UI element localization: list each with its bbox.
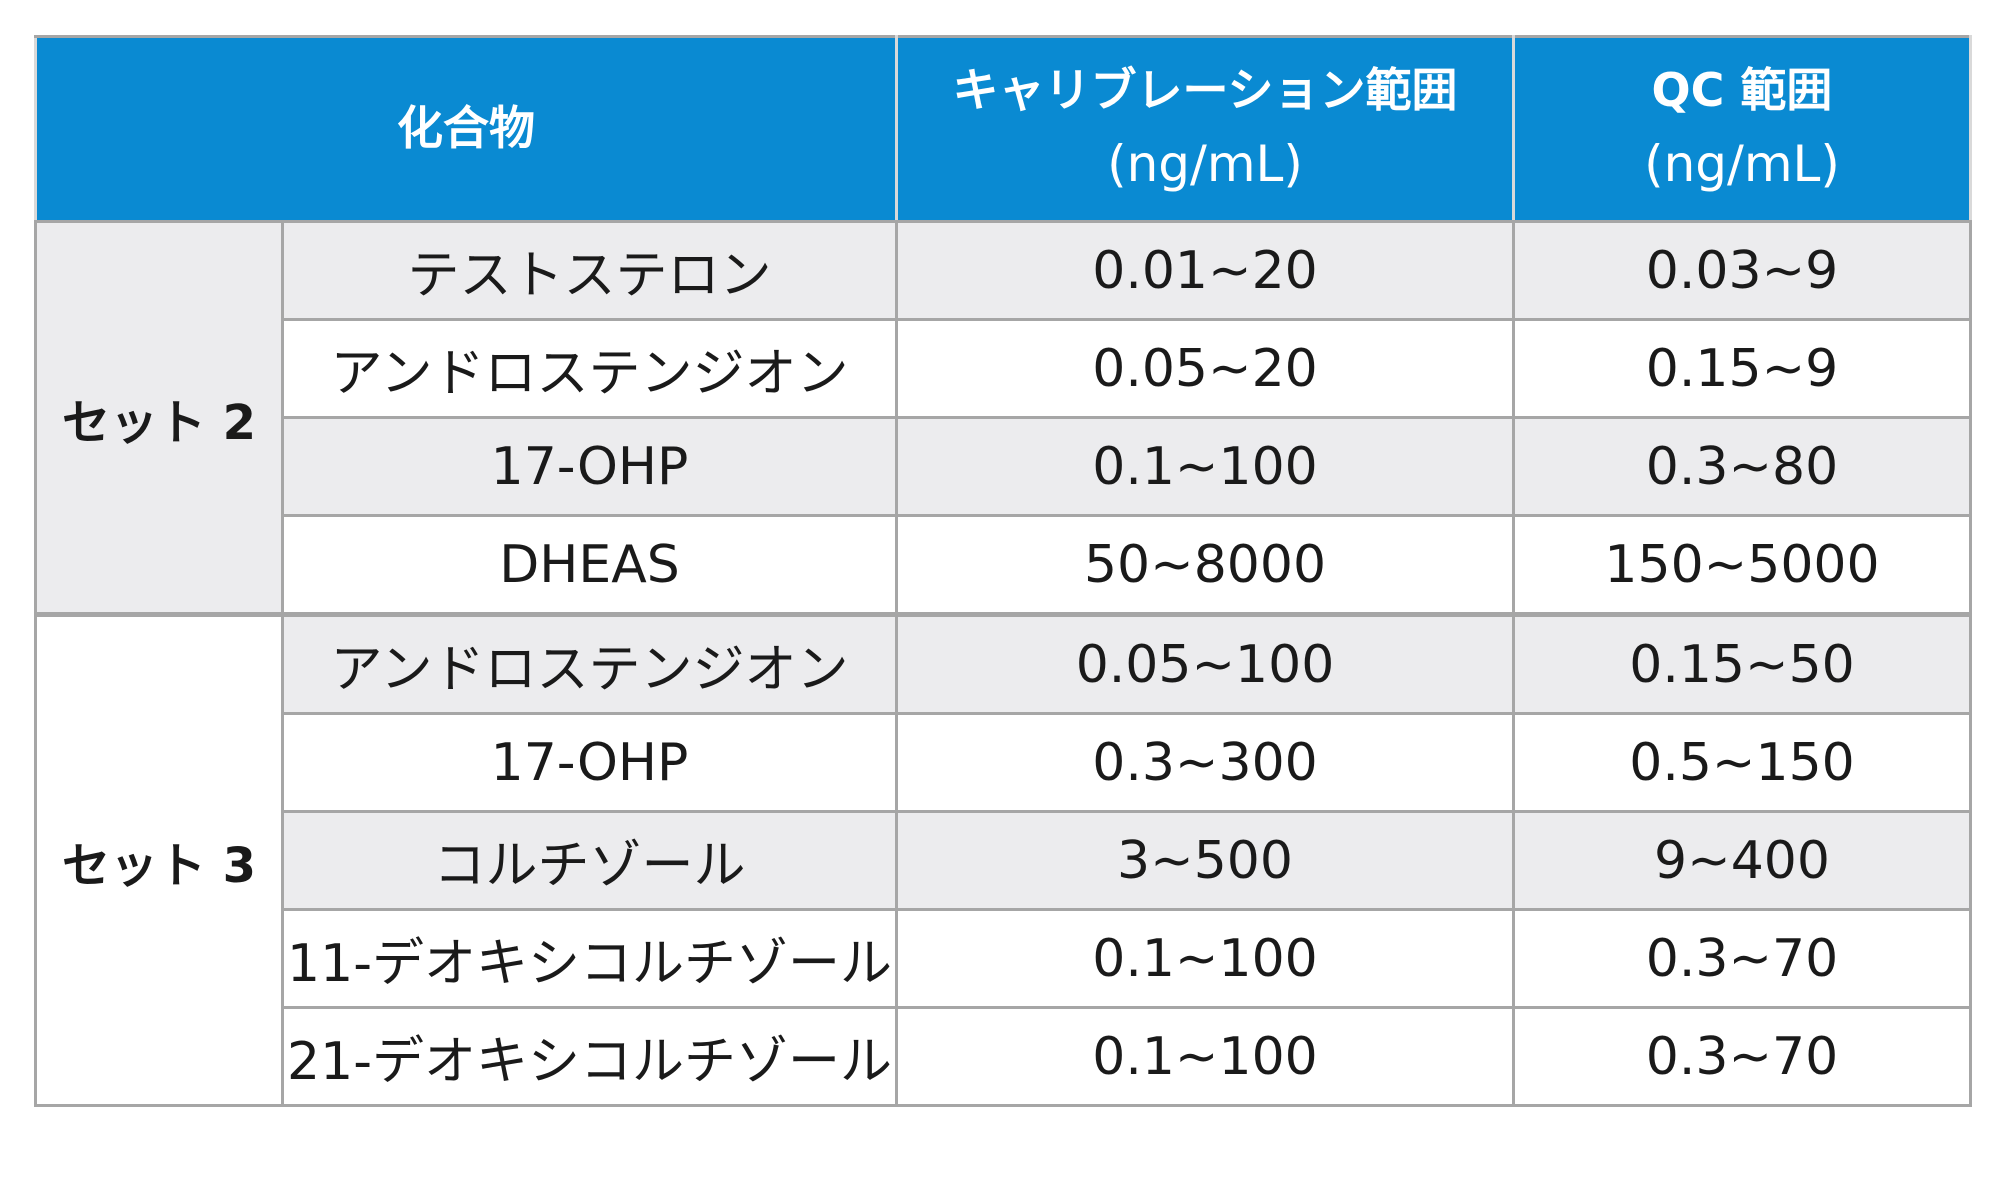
calibration-range-table: 化合物 キャリブレーション範囲 (ng/mL) QC 範囲 (ng/mL) セッ… (34, 35, 1972, 1107)
qc-cell: 0.5~150 (1512, 712, 1972, 813)
set-2-group: セット 2 テストステロン 0.01~20 0.03~9 アンドロステンジオン … (34, 220, 1972, 616)
compound-cell: 21-デオキシコルチゾール (281, 1006, 898, 1107)
compound-cell: コルチゾール (281, 810, 898, 911)
table-row: 21-デオキシコルチゾール 0.1~100 0.3~70 (36, 1006, 1972, 1107)
compound-cell: 17-OHP (281, 712, 898, 813)
set-3-group: セット 3 アンドロステンジオン 0.05~100 0.15~50 17-OHP… (34, 612, 1972, 1107)
calibration-cell: 0.05~100 (895, 612, 1515, 715)
table-row: アンドロステンジオン 0.05~20 0.15~9 (36, 318, 1972, 419)
header-qc-range: QC 範囲 (ng/mL) (1512, 35, 1972, 223)
calibration-cell: 0.05~20 (895, 318, 1515, 419)
header-qc-unit: (ng/mL) (1644, 134, 1840, 193)
qc-cell: 9~400 (1512, 810, 1972, 911)
table-row: セット 3 アンドロステンジオン 0.05~100 0.15~50 (34, 612, 1972, 1107)
qc-cell: 0.15~50 (1512, 612, 1972, 715)
header-calibration-unit: (ng/mL) (1107, 134, 1303, 193)
table-row: DHEAS 50~8000 150~5000 (36, 514, 1972, 616)
compound-cell: テストステロン (281, 220, 898, 321)
calibration-cell: 0.01~20 (895, 220, 1515, 321)
table-row: コルチゾール 3~500 9~400 (36, 810, 1972, 911)
calibration-cell: 0.1~100 (895, 1006, 1515, 1107)
header-compound: 化合物 (34, 35, 898, 223)
compound-cell: 17-OHP (281, 416, 898, 517)
qc-cell: 0.3~80 (1512, 416, 1972, 517)
qc-cell: 0.3~70 (1512, 908, 1972, 1009)
header-row: 化合物 キャリブレーション範囲 (ng/mL) QC 範囲 (ng/mL) (34, 35, 1972, 223)
set-label: セット 3 (34, 612, 284, 1107)
header-calibration-range: キャリブレーション範囲 (ng/mL) (895, 35, 1515, 223)
table-row: 11-デオキシコルチゾール 0.1~100 0.3~70 (36, 908, 1972, 1009)
calibration-cell: 3~500 (895, 810, 1515, 911)
compound-cell: DHEAS (281, 514, 898, 616)
calibration-cell: 50~8000 (895, 514, 1515, 616)
header-qc-label: QC 範囲 (1651, 62, 1833, 117)
calibration-cell: 0.1~100 (895, 908, 1515, 1009)
qc-cell: 0.3~70 (1512, 1006, 1972, 1107)
compound-cell: 11-デオキシコルチゾール (281, 908, 898, 1009)
table-row: 17-OHP 0.1~100 0.3~80 (36, 416, 1972, 517)
compound-cell: アンドロステンジオン (281, 318, 898, 419)
calibration-cell: 0.3~300 (895, 712, 1515, 813)
set-label: セット 2 (34, 220, 284, 616)
table-row: セット 2 テストステロン 0.01~20 0.03~9 (34, 220, 1972, 616)
header-calibration-label: キャリブレーション範囲 (952, 62, 1458, 117)
qc-cell: 0.15~9 (1512, 318, 1972, 419)
qc-cell: 0.03~9 (1512, 220, 1972, 321)
compound-cell: アンドロステンジオン (281, 612, 898, 715)
qc-cell: 150~5000 (1512, 514, 1972, 616)
table-row: 17-OHP 0.3~300 0.5~150 (36, 712, 1972, 813)
table-header: 化合物 キャリブレーション範囲 (ng/mL) QC 範囲 (ng/mL) (34, 35, 1972, 223)
calibration-cell: 0.1~100 (895, 416, 1515, 517)
